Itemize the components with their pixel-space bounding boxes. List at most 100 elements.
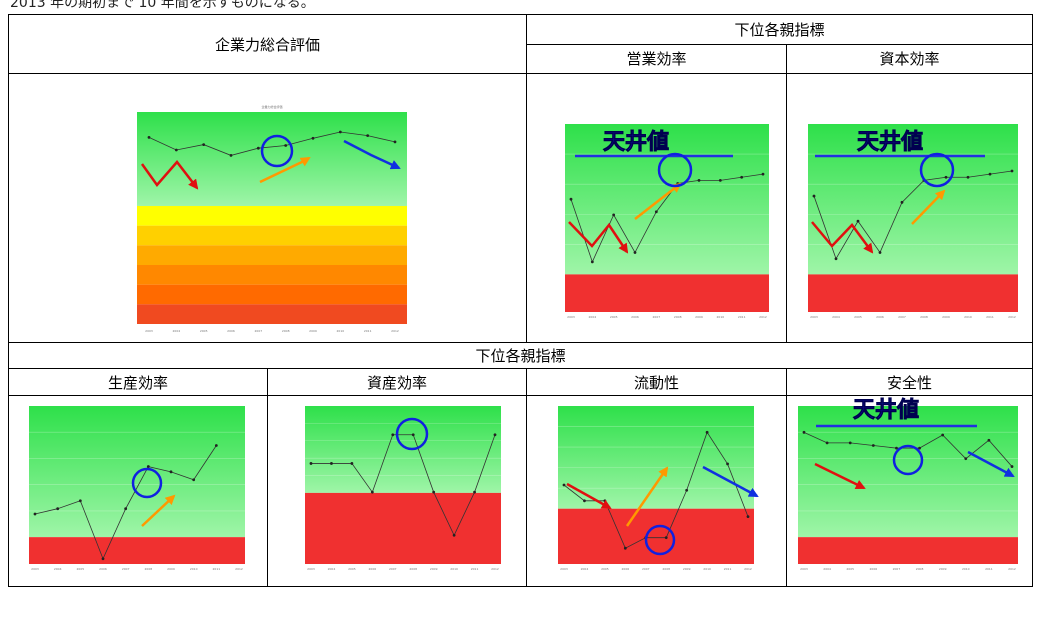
orange-trend-arrow — [625, 466, 669, 527]
band-5 — [137, 304, 407, 324]
red-zone — [808, 274, 1018, 312]
operating-chart: 2003 2004 2005 2006 2007 2008 2009 2010 2011 2012… — [565, 124, 769, 319]
band-1 — [137, 225, 407, 246]
x-tick-label: 2012 — [744, 567, 752, 571]
data-point-2011 — [988, 172, 992, 176]
blue-trend-arrow — [967, 450, 1015, 478]
series-line — [570, 173, 764, 263]
x-tick-label: 2009 — [309, 329, 317, 333]
data-point-2006 — [633, 251, 637, 254]
red-trend-arrow — [140, 160, 199, 190]
x-tick-label: 2006 — [99, 567, 107, 571]
x-tick-label: 2006 — [622, 567, 630, 571]
data-point-2009 — [169, 470, 173, 474]
data-point-2004 — [174, 148, 178, 152]
data-point-2009 — [941, 433, 945, 437]
data-point-2006 — [623, 546, 627, 550]
evaluation-table: 企業力総合評価 下位各親指標 営業効率 資本効率 企業力総合評価 2003 2004… — [8, 14, 1033, 587]
data-point-2006 — [370, 490, 374, 494]
overall-chart: 企業力総合評価 2003 2004 2005 2006 2007 2008 2009 2010 2… — [137, 104, 407, 333]
series-line — [813, 170, 1013, 260]
col-liquidity: 流動性 — [526, 368, 787, 396]
red-zone — [565, 274, 769, 312]
x-tick-label: 2003 — [145, 329, 153, 333]
x-tick-label: 2008 — [916, 567, 924, 571]
x-tick-label: 2006 — [631, 315, 639, 319]
x-tick-label: 2012 — [759, 315, 767, 319]
data-point-2007 — [654, 210, 658, 214]
data-point-2012 — [493, 433, 497, 437]
data-point-2008 — [918, 446, 921, 450]
x-tick-label: 2006 — [369, 567, 377, 571]
data-point-2004 — [330, 462, 333, 465]
production-chart-cell: 2003 2004 2005 2006 2007 2008 2009 2010 2011 2012 — [8, 395, 268, 587]
data-point-2012 — [746, 515, 750, 518]
data-point-2008 — [664, 536, 668, 540]
x-tick-label: 2011 — [471, 567, 479, 571]
green-zone — [798, 406, 1018, 538]
production-chart: 2003 2004 2005 2006 2007 2008 2009 2010 2011 2012 — [29, 406, 245, 571]
data-point-2010 — [705, 430, 709, 434]
data-point-2011 — [214, 444, 218, 447]
x-tick-label: 2010 — [450, 567, 458, 571]
data-point-2003 — [309, 462, 313, 465]
x-tick-label: 2004 — [328, 567, 336, 571]
data-point-2008 — [411, 433, 415, 437]
x-tick-label: 2008 — [662, 567, 670, 571]
liquidity-chart: 2003 2004 2005 2006 2007 2008 2009 2010 2011 2012 — [558, 406, 759, 571]
band-0 — [137, 206, 407, 226]
x-tick-label: 2004 — [589, 315, 597, 319]
highlight-circle — [644, 524, 676, 556]
red-trend-arrow — [568, 221, 629, 254]
red-trend-arrow — [814, 462, 866, 490]
x-tick-label: 2005 — [610, 315, 618, 319]
parent-header-bottom: 下位各親指標 — [8, 342, 1033, 369]
highlight-circle — [892, 444, 924, 476]
x-tick-label: 2007 — [893, 567, 901, 571]
data-point-2003 — [812, 194, 816, 198]
x-tick-label: 2010 — [964, 315, 972, 319]
intro-text: 2013 年の期初まで 10 年間を示すものになる。 — [10, 0, 315, 11]
x-tick-label: 2010 — [962, 567, 970, 571]
data-point-2010 — [338, 130, 342, 134]
col-capital-efficiency: 資本効率 — [786, 43, 1033, 74]
data-point-2011 — [740, 175, 744, 179]
band-3 — [137, 265, 407, 285]
x-tick-label: 2003 — [567, 315, 575, 319]
x-tick-label: 2010 — [703, 567, 711, 571]
x-tick-label: 2003 — [800, 567, 808, 571]
green-zone — [305, 406, 501, 493]
data-point-2012 — [1010, 465, 1014, 468]
x-tick-label: 2009 — [942, 315, 950, 319]
red-zone — [798, 537, 1018, 564]
ceiling-label: 天井値 — [603, 130, 669, 155]
highlight-circle — [260, 134, 294, 168]
red-trend-arrow — [566, 482, 612, 510]
data-point-2004 — [56, 507, 60, 511]
data-point-2009 — [685, 488, 689, 492]
data-point-2009 — [311, 136, 315, 140]
orange-trend-arrow — [634, 182, 682, 220]
green-zone — [558, 406, 754, 509]
data-point-2005 — [848, 441, 852, 445]
asset-chart: 2003 2004 2005 2006 2007 2008 2009 2010 2011 2012 — [305, 406, 501, 571]
x-tick-label: 2008 — [409, 567, 417, 571]
data-point-2003 — [147, 136, 151, 139]
col-asset-efficiency: 資産効率 — [267, 368, 527, 396]
x-tick-label: 2006 — [227, 329, 235, 333]
data-point-2005 — [78, 499, 82, 503]
x-tick-label: 2007 — [653, 315, 661, 319]
highlight-circle — [131, 467, 163, 499]
x-tick-label: 2007 — [898, 315, 906, 319]
data-point-2004 — [583, 499, 586, 503]
x-tick-label: 2007 — [389, 567, 397, 571]
x-tick-label: 2010 — [190, 567, 198, 571]
data-point-2012 — [761, 172, 765, 176]
data-point-2005 — [612, 213, 616, 217]
x-tick-label: 2009 — [695, 315, 703, 319]
data-point-2010 — [966, 175, 970, 179]
x-tick-label: 2011 — [986, 315, 994, 319]
x-tick-label: 2007 — [255, 329, 263, 333]
data-point-2004 — [825, 441, 829, 445]
x-tick-label: 2006 — [870, 567, 878, 571]
